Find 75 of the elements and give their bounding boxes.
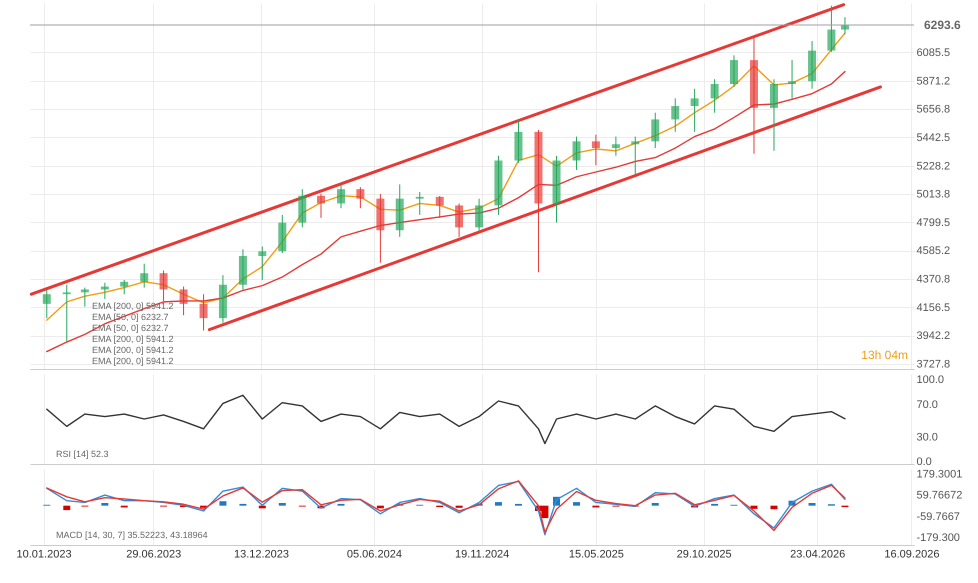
- y-tick-label: 59.76672: [916, 490, 962, 502]
- candlestick: [572, 136, 581, 171]
- ref-line-label: 6293.6: [924, 18, 962, 32]
- candlestick: [475, 198, 484, 233]
- x-tick-label: 29.10.2025: [676, 548, 732, 560]
- candlestick: [671, 98, 680, 132]
- candlestick: [42, 288, 51, 319]
- candlestick: [356, 186, 364, 209]
- candlestick: [436, 195, 444, 218]
- y-tick-label: 4370.8: [916, 274, 950, 286]
- bar: [494, 502, 502, 506]
- x-tick-label: 05.06.2024: [346, 548, 402, 560]
- y-tick-label: 5228.2: [916, 160, 950, 172]
- candlestick: [337, 184, 346, 209]
- candlestick: [258, 246, 266, 280]
- y-tick-label: 70.0: [916, 398, 938, 411]
- bar: [652, 503, 659, 506]
- candlestick: [120, 279, 128, 295]
- annotation: EMA [200, 0] 5941.2: [92, 356, 174, 366]
- y-tick-label: 6085.5: [916, 46, 950, 59]
- bar: [573, 502, 580, 506]
- candlestick: [80, 287, 89, 308]
- candlestick: [710, 78, 719, 114]
- y-tick-label: 3727.8: [916, 358, 950, 371]
- bar: [219, 501, 226, 506]
- bar: [258, 506, 266, 508]
- candlestick: [100, 282, 109, 300]
- candlestick: [690, 88, 699, 132]
- x-tick-label: 10.01.2023: [16, 548, 72, 560]
- annotation: MACD [14, 30, 7] 35.52223, 43.18964: [56, 530, 208, 540]
- y-tick-label: 4156.5: [916, 302, 950, 314]
- x-tick-label: 23.04.2026: [790, 548, 846, 560]
- candlestick: [140, 263, 148, 288]
- y-tick-label: 5656.8: [916, 104, 950, 116]
- annotation: RSI [14] 52.3: [56, 449, 109, 459]
- y-tick-label: 30.0: [916, 432, 938, 444]
- y-tick-label: -179.300: [916, 532, 960, 544]
- candlestick: [180, 286, 188, 316]
- annotation: 13h 04m: [861, 348, 908, 362]
- candlestick: [770, 78, 778, 152]
- candlestick: [827, 5, 836, 52]
- bar: [770, 506, 778, 510]
- bar: [63, 506, 70, 510]
- bar: [808, 503, 816, 506]
- x-tick-label: 13.12.2023: [234, 548, 290, 560]
- candlestick: [612, 136, 620, 156]
- x-tick-label: 15.05.2025: [568, 548, 624, 560]
- annotation: EMA [200, 0] 5941.2: [92, 345, 174, 355]
- bar: [101, 503, 108, 506]
- candlestick: [200, 294, 208, 332]
- candlestick: [788, 60, 796, 99]
- candlestick: [651, 112, 660, 149]
- bar: [750, 506, 758, 509]
- y-tick-label: 0.0: [916, 456, 932, 468]
- bar: [376, 506, 384, 508]
- bar: [278, 503, 286, 506]
- y-tick-label: 5442.5: [916, 132, 950, 144]
- y-tick-label: 4799.5: [916, 216, 950, 229]
- y-tick-label: 5871.2: [916, 75, 950, 88]
- candlestick: [455, 202, 464, 238]
- y-tick-label: 3942.2: [916, 330, 950, 342]
- candlestick: [160, 270, 168, 302]
- candlestick: [317, 193, 326, 218]
- x-tick-label: 16.09.2026: [884, 548, 940, 560]
- line-series: [46, 394, 846, 444]
- candlestick: [592, 134, 600, 166]
- y-tick-label: 5013.8: [916, 188, 950, 201]
- annotation: EMA [200, 0] 5941.2: [92, 334, 174, 344]
- x-tick-label: 29.06.2023: [126, 548, 182, 560]
- y-tick-label: 4585.2: [916, 245, 950, 258]
- y-tick-label: -59.7667: [916, 510, 960, 523]
- x-tick-label: 19.11.2024: [455, 548, 510, 560]
- y-tick-label: 179.3001: [916, 468, 962, 480]
- candlestick: [730, 54, 738, 88]
- y-tick-label: 100.0: [916, 374, 944, 386]
